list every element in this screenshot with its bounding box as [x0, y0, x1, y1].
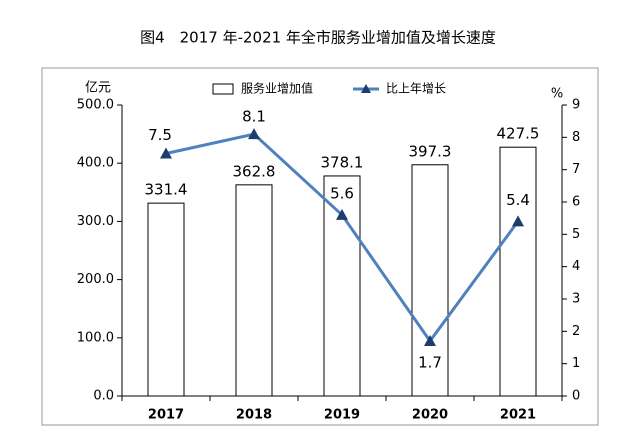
- legend-swatch: [212, 83, 234, 95]
- bar-value-label: 378.1: [321, 153, 364, 171]
- bar: [147, 202, 185, 397]
- y2-tick-label: 2: [572, 324, 580, 339]
- chart-title: 图4 2017 年-2021 年全市服务业增加值及增长速度: [140, 29, 496, 47]
- y2-tick-label: 7: [572, 162, 580, 177]
- line-marker: [512, 215, 524, 227]
- y-tick-label: 500.0: [77, 98, 114, 113]
- chart-frame: [41, 67, 599, 426]
- y2-tick-label: 8: [572, 130, 580, 145]
- line-value-label: 7.5: [148, 126, 172, 144]
- legend-label: 服务业增加值: [241, 81, 313, 96]
- y-tick-label: 400.0: [77, 156, 114, 171]
- line-value-label: 5.6: [330, 184, 354, 202]
- line-marker: [160, 147, 172, 159]
- y2-tick-label: 6: [572, 195, 580, 210]
- y-tick-label: 0.0: [93, 389, 114, 404]
- y2-axis-label: %: [551, 87, 563, 102]
- y2-tick-label: 9: [572, 98, 580, 113]
- y2-tick-label: 1: [572, 356, 580, 371]
- x-tick-label: 2019: [324, 408, 360, 423]
- y2-tick-label: 5: [572, 227, 580, 242]
- y2-tick-label: 3: [572, 292, 580, 307]
- legend-label: 比上年增长: [386, 82, 446, 96]
- bar: [235, 184, 273, 397]
- bar-value-label: 362.8: [233, 162, 276, 180]
- line-marker: [424, 335, 436, 347]
- bar: [411, 164, 449, 397]
- y-tick-label: 300.0: [77, 214, 114, 229]
- x-tick-label: 2021: [500, 408, 536, 423]
- bar-value-label: 397.3: [409, 142, 452, 160]
- bar: [499, 146, 537, 397]
- legend-marker: [361, 84, 371, 93]
- line-value-label: 8.1: [242, 108, 266, 126]
- x-tick-label: 2018: [236, 408, 272, 423]
- y-tick-label: 200.0: [77, 272, 114, 287]
- line-marker: [336, 208, 348, 220]
- x-tick-label: 2020: [412, 408, 448, 423]
- y-axis-label: 亿元: [85, 81, 111, 96]
- y2-tick-label: 4: [572, 259, 580, 274]
- line-value-label: 1.7: [418, 354, 442, 372]
- y-tick-label: 100.0: [77, 330, 114, 345]
- bar-value-label: 331.4: [145, 181, 188, 199]
- y2-tick-label: 0: [572, 389, 580, 404]
- x-tick-label: 2017: [148, 408, 184, 423]
- line-value-label: 5.4: [506, 191, 530, 209]
- line-marker: [248, 128, 260, 140]
- bar-value-label: 427.5: [497, 125, 540, 143]
